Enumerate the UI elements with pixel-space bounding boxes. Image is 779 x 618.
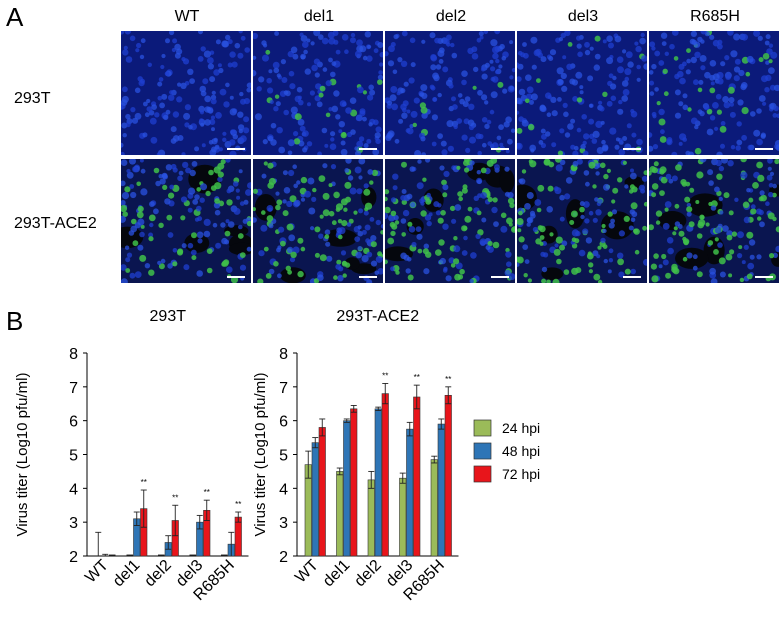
bar [430,459,438,557]
x-tick-label: WT [82,557,112,587]
legend-swatch [473,419,492,437]
y-tick-label: 6 [69,414,78,431]
chart-title: 293T [150,308,187,325]
y-tick-label: 8 [69,346,78,363]
legend-label: 48 hpi [502,443,540,459]
y-tick-label: 5 [69,448,78,465]
bar [406,428,414,557]
microscopy-image [253,159,383,283]
bar [343,420,351,557]
bar [437,423,445,557]
panel-letter-a: A [6,2,24,32]
bar [374,408,382,557]
significance-mark: ** [445,375,451,384]
x-tick-label: del1 [320,557,353,590]
x-tick-label: del1 [110,557,143,590]
y-tick-label: 4 [279,481,288,498]
y-tick-label: 8 [279,346,288,363]
y-tick-label: 6 [279,414,288,431]
column-label-del1: del1 [303,8,335,25]
titer-bar-charts: 293T Virus titer (Log10 pfu/ml) 2 3 4 5 6 7 8 WT *… [14,308,540,604]
column-label-r685h: R685H [690,8,740,25]
row-label-293t: 293T [14,90,51,107]
significance-mark: ** [204,488,210,497]
x-tick-label: WT [292,557,322,587]
microscopy-image [121,159,251,283]
y-tick-label: 2 [69,549,78,566]
y-tick-label: 5 [279,448,288,465]
microscopy-image [385,31,515,155]
legend-label: 72 hpi [502,466,540,482]
x-tick-label: del2 [351,557,384,590]
legend-label: 24 hpi [502,420,540,436]
row-label-293t-ace2: 293T-ACE2 [14,215,97,232]
bar [336,471,344,557]
y-tick-label: 3 [279,515,288,532]
microscopy-image [517,31,647,155]
bar [318,427,326,557]
bar [413,396,421,557]
bar [350,408,358,557]
bar [399,477,407,557]
y-tick-label: 2 [279,549,288,566]
bar [367,479,375,557]
microscopy-image [649,31,779,155]
y-tick-label: 7 [279,380,288,397]
column-label-del2: del2 [435,8,467,25]
y-axis-label: Virus titer (Log10 pfu/ml) [252,373,269,537]
y-tick-label: 7 [69,380,78,397]
microscopy-image [385,159,515,283]
column-label-wt: WT [174,8,200,25]
significance-mark: ** [172,493,178,502]
legend-swatch [473,465,492,483]
y-tick-label: 3 [69,515,78,532]
y-axis-label: Virus titer (Log10 pfu/ml) [14,373,31,537]
chart-title: 293T-ACE2 [336,308,419,325]
microscopy-image [649,159,779,283]
significance-mark: ** [235,500,241,509]
bar [234,516,242,557]
significance-mark: ** [382,371,388,380]
significance-mark: ** [414,373,420,382]
bar [444,394,452,557]
microscopy-image [517,159,647,283]
panel-letter-b: B [6,306,24,336]
x-tick-label: del2 [141,557,174,590]
microscopy-image [253,31,383,155]
microscopy-image [121,31,251,155]
bar [311,442,319,557]
column-label-del3: del3 [567,8,599,25]
significance-mark: ** [141,478,147,487]
legend-swatch [473,442,492,460]
y-tick-label: 4 [69,481,78,498]
bar [381,393,389,557]
